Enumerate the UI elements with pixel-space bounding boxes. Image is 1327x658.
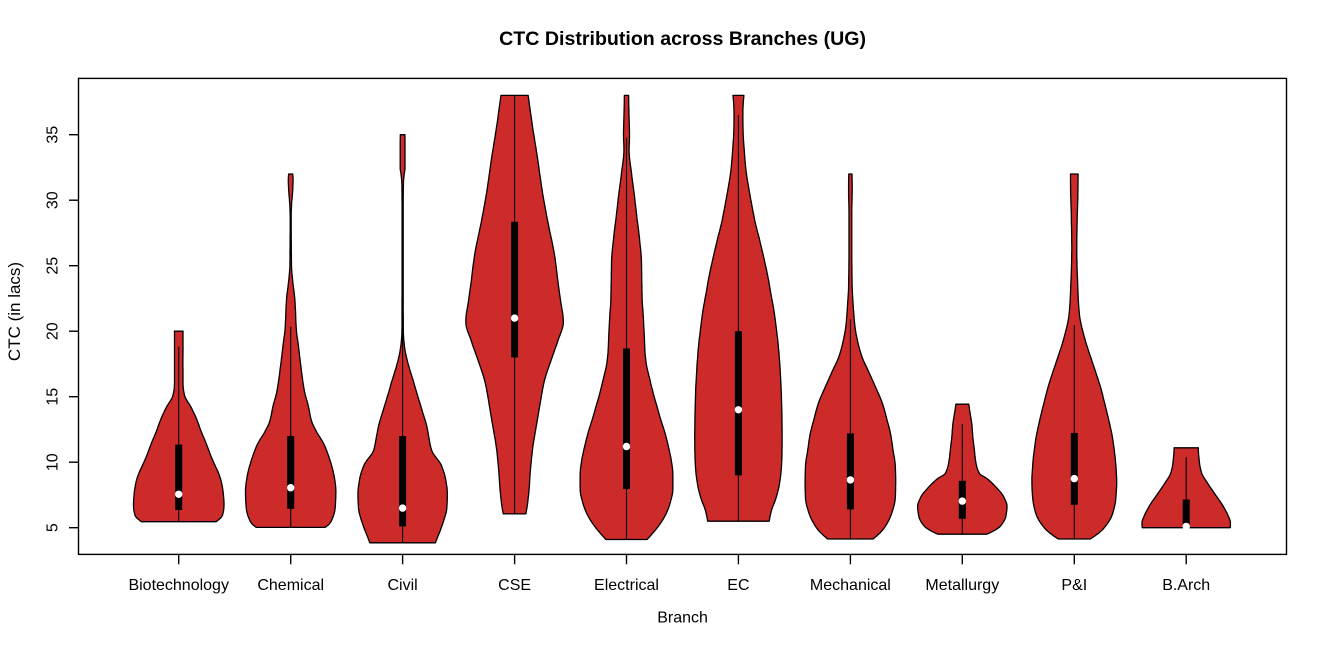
svg-text:Electrical: Electrical [594,577,659,594]
svg-text:15: 15 [45,388,62,406]
svg-text:25: 25 [45,257,62,275]
svg-text:Metallurgy: Metallurgy [925,577,999,594]
svg-text:30: 30 [45,191,62,209]
svg-text:CTC (in lacs): CTC (in lacs) [5,262,24,361]
svg-text:Mechanical: Mechanical [810,577,891,594]
svg-text:CSE: CSE [498,577,531,594]
svg-text:Civil: Civil [387,577,417,594]
svg-text:20: 20 [45,322,62,340]
svg-text:10: 10 [45,453,62,471]
svg-text:B.Arch: B.Arch [1162,577,1210,594]
svg-text:Chemical: Chemical [257,577,324,594]
svg-text:P&I: P&I [1061,577,1087,594]
svg-text:CTC Distribution across Branch: CTC Distribution across Branches (UG) [499,28,866,50]
svg-text:Branch: Branch [657,610,708,627]
svg-text:EC: EC [727,577,749,594]
svg-text:5: 5 [45,523,62,532]
svg-text:35: 35 [45,126,62,144]
svg-text:Biotechnology: Biotechnology [128,577,229,594]
